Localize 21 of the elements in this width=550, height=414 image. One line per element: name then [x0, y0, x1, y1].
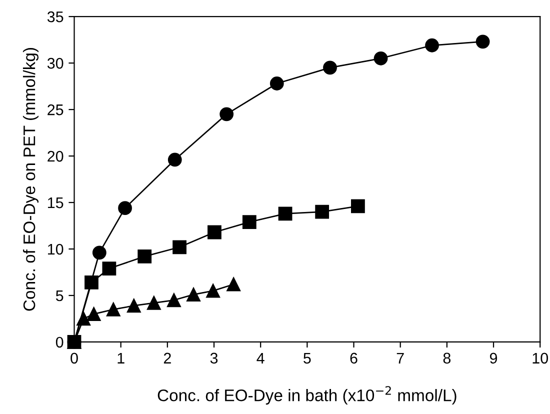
- y-tick-label: 30: [47, 58, 64, 69]
- y-tick-label: 35: [47, 11, 64, 22]
- x-axis-title: Conc. of EO-Dye in bath (x10$^{−2}$ mmol/L): [158, 386, 456, 405]
- y-axis-title: Conc. of EO-Dye on PET (mmol/kg): [22, 48, 39, 311]
- x-tick-label: 2: [164, 352, 171, 364]
- x-tick-label: 1: [118, 352, 124, 364]
- x-tick-label: 9: [490, 352, 498, 364]
- y-tick-label: 0: [56, 336, 64, 348]
- x-tick-label: 6: [350, 352, 358, 364]
- y-tick-label: 5: [56, 290, 64, 302]
- x-tick-label: 0: [70, 352, 78, 364]
- y-tick-label: 20: [48, 150, 64, 162]
- x-tick-label: 3: [210, 352, 218, 364]
- x-tick-label: 8: [443, 352, 451, 364]
- y-tick-label: 15: [48, 198, 64, 208]
- x-tick-label: 4: [256, 352, 264, 364]
- y-tick-label: 25: [48, 104, 64, 116]
- x-tick-label: 7: [396, 352, 404, 364]
- y-tick-label: 10: [48, 244, 64, 255]
- x-tick-label: 5: [304, 352, 311, 364]
- x-tick-label: 10: [532, 352, 548, 364]
